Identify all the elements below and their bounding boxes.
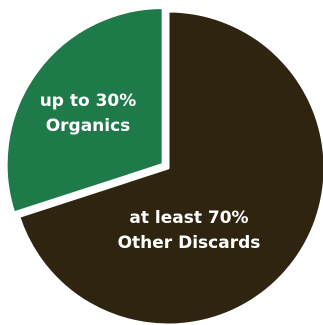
pie-slices — [4, 5, 323, 325]
organics-percent-label: up to 30% — [40, 91, 137, 111]
pie-labels: up to 30% Organics at least 70% Other Di… — [40, 91, 261, 253]
other-percent-label: at least 70% — [129, 208, 248, 228]
pie-slice-organics — [4, 5, 165, 215]
other-name-label: Other Discards — [118, 233, 261, 253]
pie-slice-other — [17, 9, 323, 325]
organics-name-label: Organics — [46, 116, 131, 136]
